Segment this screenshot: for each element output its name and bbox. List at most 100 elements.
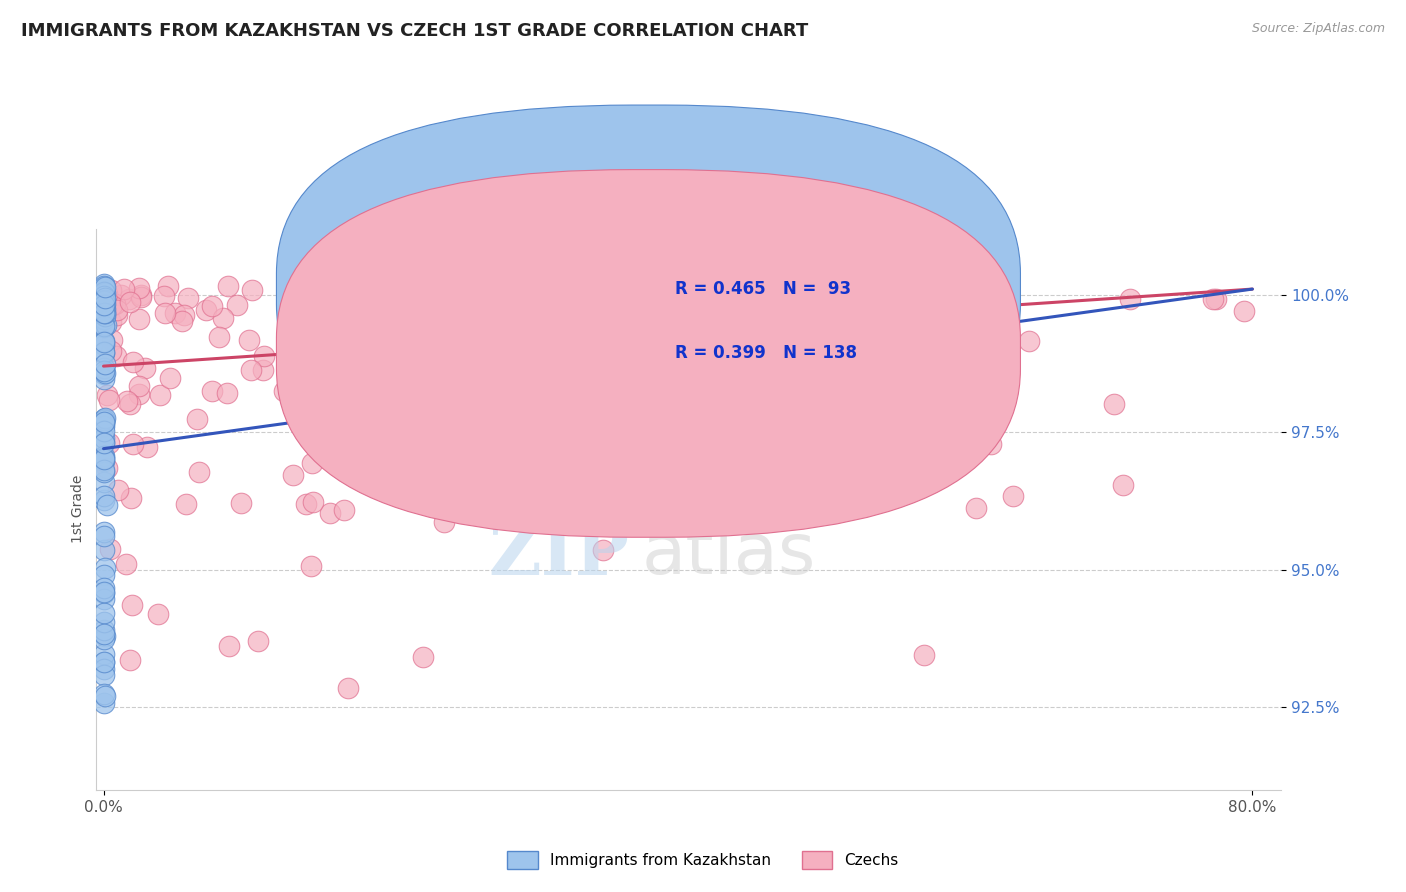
Point <box>93 296 115 310</box>
Point <box>93 320 115 334</box>
Point <box>654 315 676 329</box>
Point <box>100 343 122 358</box>
Point <box>253 349 276 363</box>
Point <box>93 629 115 643</box>
Point <box>93 436 115 450</box>
Point <box>96 498 118 512</box>
Point <box>640 286 662 301</box>
Point <box>524 344 547 359</box>
Point <box>93 357 115 371</box>
Point <box>105 350 128 364</box>
Point <box>607 314 630 328</box>
Point <box>93 542 115 557</box>
Point <box>93 307 115 321</box>
Point <box>94 301 117 316</box>
Point <box>93 289 115 303</box>
Point <box>136 440 159 454</box>
Point <box>218 639 240 653</box>
Point <box>159 371 181 385</box>
Point <box>93 282 115 296</box>
Point <box>153 289 176 303</box>
Point <box>93 293 115 308</box>
Point <box>280 361 302 376</box>
Point <box>912 436 935 450</box>
Point <box>146 607 169 621</box>
Point <box>794 285 817 299</box>
Point <box>550 344 572 359</box>
Point <box>838 368 860 382</box>
Point <box>912 648 935 662</box>
Point <box>186 411 208 425</box>
Point <box>471 323 494 337</box>
Point <box>208 329 231 343</box>
Point <box>420 289 443 303</box>
Point <box>288 412 311 426</box>
Point <box>129 287 152 301</box>
Point <box>93 584 115 599</box>
Point <box>118 292 141 306</box>
Point <box>284 303 307 318</box>
Point <box>93 419 115 434</box>
Point <box>415 389 437 403</box>
Point <box>1112 478 1135 492</box>
Point <box>155 306 177 320</box>
Point <box>93 297 115 311</box>
Point <box>170 313 193 327</box>
Point <box>93 293 115 308</box>
Point <box>240 283 263 297</box>
Point <box>94 310 117 324</box>
Point <box>273 384 295 399</box>
Point <box>93 626 115 640</box>
Point <box>1001 489 1024 503</box>
Point <box>93 293 115 308</box>
Point <box>101 333 124 347</box>
Point <box>94 297 117 311</box>
Point <box>93 334 115 349</box>
Point <box>187 465 209 479</box>
Point <box>93 415 115 429</box>
Point <box>93 360 115 375</box>
Point <box>299 559 322 574</box>
Point <box>112 282 135 296</box>
Point <box>396 294 419 309</box>
Point <box>93 463 115 477</box>
Point <box>337 681 360 695</box>
Point <box>101 298 124 312</box>
Point <box>93 285 115 300</box>
Point <box>93 525 115 540</box>
Point <box>93 306 115 320</box>
Point <box>93 372 115 386</box>
Point <box>413 308 436 322</box>
Point <box>105 302 128 317</box>
Point <box>1232 303 1254 318</box>
Point <box>93 312 115 326</box>
Point <box>302 494 325 508</box>
Point <box>607 334 630 349</box>
Point <box>93 561 115 575</box>
Point <box>163 306 186 320</box>
Point <box>94 306 117 320</box>
Point <box>129 290 152 304</box>
Point <box>104 297 127 311</box>
Point <box>93 281 115 295</box>
Point <box>93 615 115 629</box>
Point <box>93 293 115 308</box>
Point <box>965 501 987 516</box>
Point <box>93 493 115 508</box>
Point <box>288 279 311 293</box>
Point <box>122 355 145 369</box>
Point <box>93 632 115 647</box>
Point <box>93 435 115 450</box>
Point <box>217 279 239 293</box>
Point <box>623 339 645 353</box>
Point <box>118 652 141 666</box>
Point <box>335 316 357 330</box>
Point <box>229 496 252 510</box>
Point <box>948 294 970 309</box>
Point <box>93 301 115 315</box>
Point <box>93 655 115 669</box>
Point <box>93 662 115 676</box>
Point <box>889 300 911 314</box>
Point <box>387 278 409 293</box>
Point <box>412 650 434 665</box>
